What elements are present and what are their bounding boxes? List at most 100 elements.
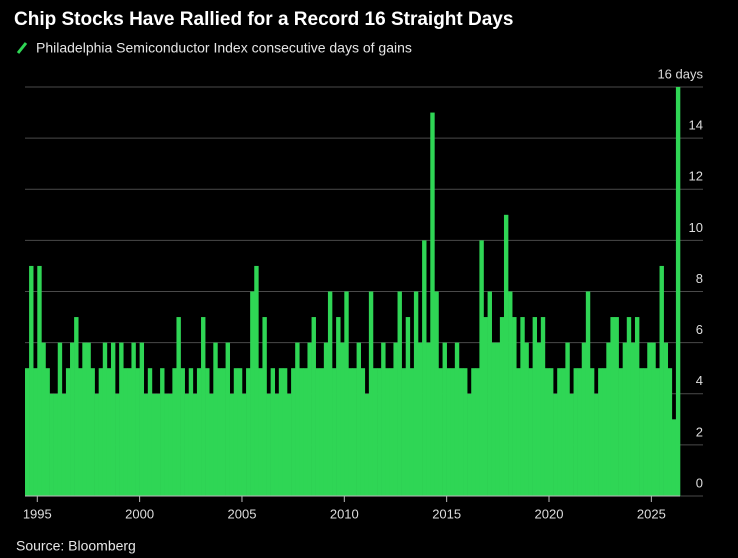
bar [503,214,509,496]
bar [450,368,456,496]
bar [266,393,271,496]
bar [176,317,181,496]
bar [598,368,603,496]
bar [516,368,521,496]
bar [168,393,173,496]
bar [57,342,63,496]
bar [561,368,566,496]
x-tick-label: 2015 [432,506,461,521]
bar [115,393,120,496]
bar [409,368,415,496]
bar [467,393,472,496]
bar [426,342,431,496]
bar [225,342,230,496]
bar [327,291,333,496]
bar [233,368,239,496]
bar [540,317,546,496]
bar [418,342,423,496]
bar [147,368,153,496]
bar [110,342,116,496]
bar [246,368,251,496]
bar [651,342,656,496]
bar [348,368,353,496]
bar [315,368,321,496]
bar [151,393,157,496]
bar [655,368,660,496]
bar [610,317,615,496]
bar [258,368,263,496]
bar [229,393,235,496]
bar [70,342,75,496]
bar [106,368,112,496]
bar [25,368,30,496]
bar [352,368,357,496]
bar [78,368,83,496]
bar [512,317,517,496]
bar [164,393,169,496]
bar [180,368,185,496]
bar [377,368,382,496]
bar [671,419,677,496]
bar [299,368,304,496]
bar [123,368,128,496]
y-tick-label: 6 [696,322,703,337]
bar [458,368,464,496]
legend-swatch [16,42,28,54]
bar [385,368,390,496]
y-tick-label: 2 [696,424,703,439]
bar [295,342,300,496]
bar [585,291,591,496]
bar [143,393,149,496]
bar [528,368,533,496]
bar [49,393,54,496]
bar [614,317,619,496]
x-tick-label: 2005 [228,506,257,521]
bar [217,368,222,496]
bar [618,368,623,496]
bar [262,317,267,496]
bar [577,368,583,496]
bar [405,317,411,496]
bar [311,317,316,496]
bar [442,342,447,496]
bar [372,368,378,496]
bar [622,342,628,496]
bar [606,342,611,496]
bar [61,393,67,496]
bar [368,291,374,496]
bar [119,342,124,496]
bar [667,368,673,496]
bar [589,368,595,496]
bar [131,342,136,496]
bar [360,368,366,496]
bar [475,368,480,496]
bar [634,317,640,496]
bar [319,368,325,496]
bar [332,368,337,496]
bar [303,368,308,496]
bar [45,368,50,496]
bar [98,368,104,496]
bar [401,368,407,496]
bar [430,112,435,496]
bar [675,87,681,496]
bar [630,342,636,496]
bar [524,342,529,496]
bar [201,317,206,496]
bar [520,317,525,496]
bar [188,368,194,496]
bar [344,291,349,496]
bar [213,342,218,496]
bar [569,393,574,496]
bar [94,393,99,496]
bar [471,368,476,496]
bar [553,393,558,496]
bar [102,342,108,496]
bar [565,342,570,496]
bar [53,393,59,496]
bar [479,240,484,496]
y-tick-label: 0 [696,475,703,490]
bar [127,368,132,496]
bar [41,342,46,496]
